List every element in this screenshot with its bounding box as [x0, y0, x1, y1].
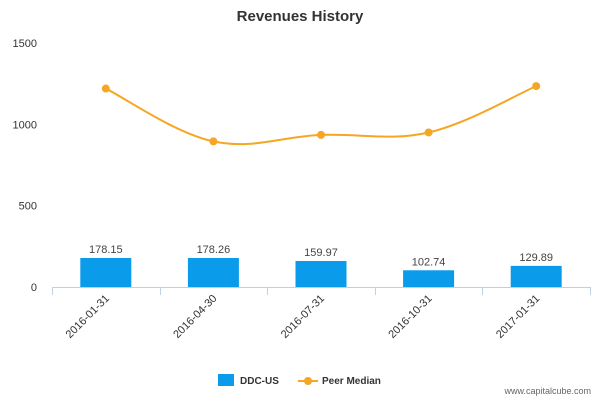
- bar-data-label: 102.74: [412, 256, 446, 268]
- y-tick-label: 500: [19, 201, 37, 213]
- legend-line-marker: [304, 377, 312, 385]
- legend-label: Peer Median: [322, 376, 381, 387]
- y-axis: 0 500 1000 1500: [13, 38, 37, 294]
- x-tick-label: 2016-07-31: [279, 293, 327, 341]
- chart-title: Revenues History: [237, 8, 364, 25]
- bar: [187, 258, 239, 287]
- x-tick-label: 2016-10-31: [386, 293, 434, 341]
- bar-data-label: 178.15: [89, 244, 123, 256]
- x-axis: 2016-01-31 2016-04-30 2016-07-31 2016-10-31…: [52, 287, 591, 341]
- bar-data-label: 129.89: [519, 252, 553, 264]
- bar: [295, 260, 347, 287]
- bar-data-label: 159.97: [304, 247, 338, 259]
- line-point: [424, 128, 433, 137]
- x-tick-label: 2016-01-31: [64, 293, 112, 341]
- bar: [403, 270, 455, 287]
- legend-label: DDC-US: [240, 376, 279, 387]
- line-point: [317, 130, 325, 139]
- legend: DDC-US Peer Median: [218, 374, 381, 387]
- bar: [510, 265, 562, 287]
- x-tick-label: 2016-04-30: [171, 293, 219, 341]
- line-point: [101, 84, 110, 93]
- y-tick-label: 0: [31, 282, 37, 294]
- x-tick-label: 2017-01-31: [494, 293, 542, 341]
- legend-bar-swatch: [218, 374, 234, 386]
- bar-series: 178.15 178.26 159.97 102.74 129.89: [80, 244, 562, 287]
- line-point: [532, 82, 541, 91]
- line-point: [209, 137, 218, 146]
- bar-data-label: 178.26: [197, 244, 231, 256]
- bar: [80, 258, 132, 287]
- y-tick-label: 1500: [13, 38, 37, 50]
- line-series: [101, 82, 541, 146]
- source-credit: www.capitalcube.com: [503, 386, 591, 396]
- y-tick-label: 1000: [13, 119, 37, 131]
